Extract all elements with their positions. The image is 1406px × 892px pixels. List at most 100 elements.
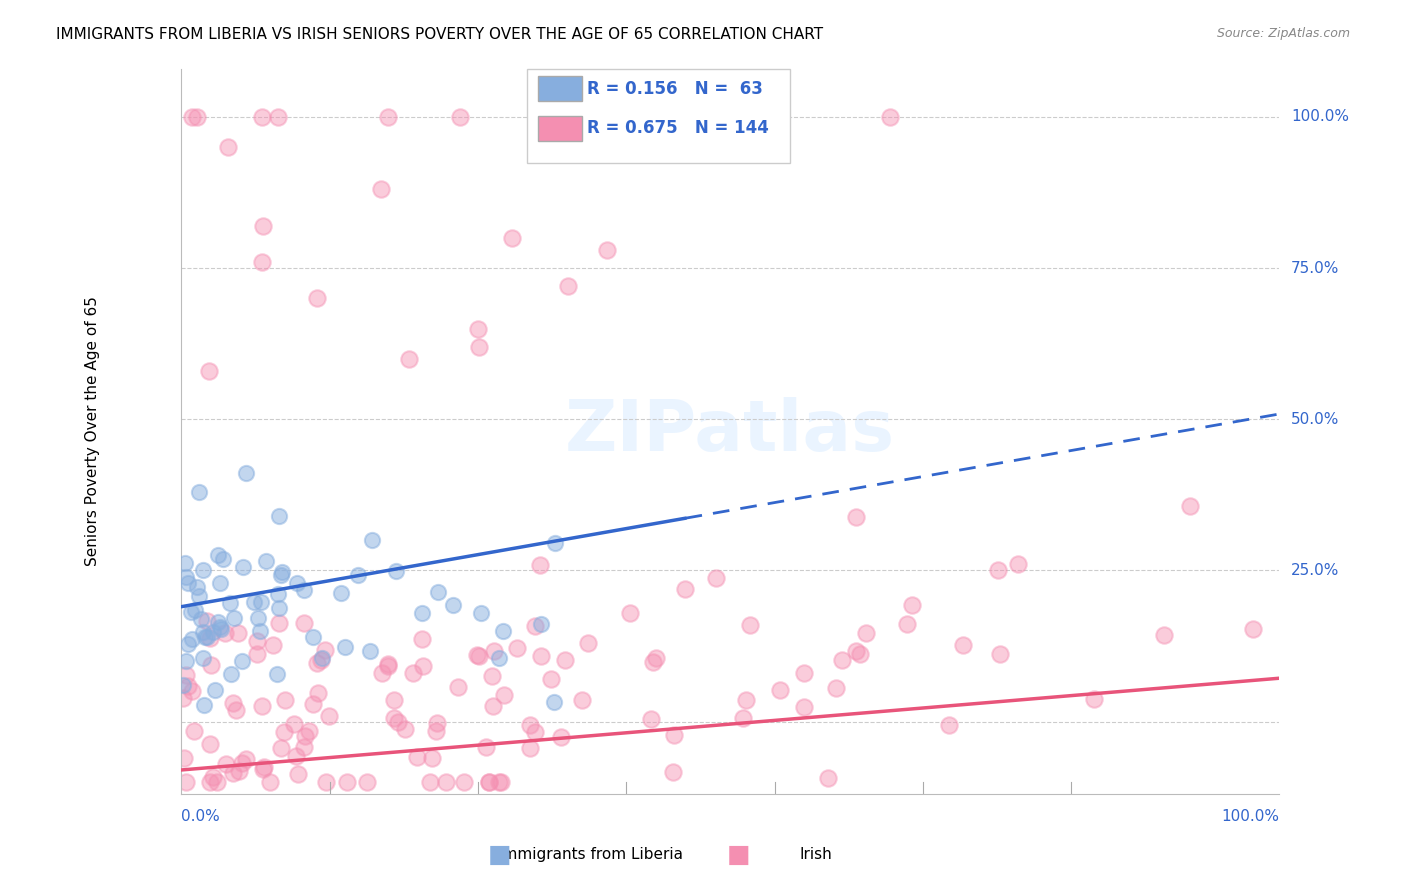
Point bbox=[226, 625, 249, 640]
Text: 100.0%: 100.0% bbox=[1220, 809, 1279, 824]
Point bbox=[250, 255, 273, 269]
Text: Immigrants from Liberia: Immigrants from Liberia bbox=[498, 847, 683, 862]
Point bbox=[1083, 691, 1105, 706]
Point bbox=[402, 665, 425, 680]
Point bbox=[252, 110, 274, 124]
Point bbox=[176, 576, 198, 591]
Point bbox=[731, 710, 754, 724]
Point bbox=[524, 619, 547, 633]
Point bbox=[825, 681, 848, 695]
Point bbox=[530, 648, 553, 663]
Point bbox=[952, 638, 974, 652]
Point bbox=[938, 717, 960, 731]
Text: Seniors Poverty Over the Age of 65: Seniors Poverty Over the Age of 65 bbox=[84, 296, 100, 566]
Point bbox=[249, 624, 271, 638]
Text: Source: ZipAtlas.com: Source: ZipAtlas.com bbox=[1216, 27, 1350, 40]
Point bbox=[259, 775, 281, 789]
Point bbox=[420, 750, 443, 764]
Point bbox=[191, 563, 214, 577]
Point bbox=[198, 364, 221, 378]
Point bbox=[576, 636, 599, 650]
Point bbox=[307, 656, 329, 670]
Point bbox=[411, 632, 433, 646]
Point bbox=[662, 728, 685, 742]
Point bbox=[247, 611, 270, 625]
Point bbox=[377, 110, 399, 124]
Point bbox=[249, 595, 271, 609]
Point bbox=[849, 647, 872, 661]
Text: 75.0%: 75.0% bbox=[1291, 260, 1340, 276]
Point bbox=[231, 756, 253, 770]
Point bbox=[307, 685, 329, 699]
Point bbox=[217, 140, 239, 154]
Point bbox=[481, 698, 503, 713]
Point bbox=[181, 684, 204, 698]
Point bbox=[675, 582, 697, 596]
Point bbox=[468, 340, 491, 354]
Point bbox=[219, 596, 242, 610]
Point bbox=[793, 700, 815, 714]
Point bbox=[287, 767, 309, 781]
Point bbox=[200, 658, 222, 673]
Point bbox=[190, 612, 212, 626]
Point bbox=[411, 606, 433, 620]
Point bbox=[174, 654, 197, 668]
Point bbox=[557, 279, 579, 293]
Point bbox=[186, 580, 208, 594]
Point bbox=[529, 558, 551, 572]
Point bbox=[1180, 499, 1202, 513]
Point bbox=[855, 626, 877, 640]
Point bbox=[543, 695, 565, 709]
Point bbox=[270, 740, 292, 755]
Point bbox=[292, 740, 315, 755]
Point bbox=[443, 599, 465, 613]
Point bbox=[188, 484, 211, 499]
Point bbox=[793, 665, 815, 680]
Point bbox=[174, 775, 197, 789]
Point bbox=[641, 656, 664, 670]
Point bbox=[412, 658, 434, 673]
Text: R = 0.675   N = 144: R = 0.675 N = 144 bbox=[588, 119, 769, 137]
Point bbox=[246, 634, 269, 648]
Point bbox=[361, 533, 384, 548]
Point bbox=[307, 291, 329, 305]
Point bbox=[195, 614, 218, 628]
Text: ZIPatlas: ZIPatlas bbox=[565, 397, 896, 466]
Point bbox=[425, 724, 447, 739]
Point bbox=[294, 729, 316, 743]
Point bbox=[377, 657, 399, 671]
Point bbox=[845, 644, 868, 658]
Point bbox=[245, 647, 267, 661]
Point bbox=[183, 723, 205, 738]
Point bbox=[406, 750, 429, 764]
Point bbox=[204, 682, 226, 697]
Point bbox=[228, 764, 250, 778]
Point bbox=[467, 321, 489, 335]
Point bbox=[491, 775, 513, 789]
Point bbox=[267, 587, 290, 601]
Point bbox=[173, 557, 195, 571]
Point bbox=[817, 771, 839, 785]
Point bbox=[1007, 557, 1029, 571]
Point bbox=[704, 571, 727, 585]
Point bbox=[475, 740, 498, 755]
Point bbox=[173, 751, 195, 765]
Point bbox=[191, 625, 214, 640]
Bar bbox=[538, 76, 582, 101]
Point bbox=[285, 576, 308, 591]
Point bbox=[619, 606, 641, 620]
Point bbox=[467, 648, 489, 663]
Point bbox=[297, 723, 319, 738]
Point bbox=[267, 615, 290, 630]
Point bbox=[235, 752, 257, 766]
Point bbox=[232, 560, 254, 574]
Point bbox=[494, 688, 516, 702]
Point bbox=[205, 775, 228, 789]
Text: Irish: Irish bbox=[799, 847, 832, 862]
Point bbox=[181, 632, 204, 646]
Point bbox=[273, 693, 295, 707]
Point bbox=[986, 563, 1008, 577]
Bar bbox=[538, 116, 582, 141]
Point bbox=[356, 775, 378, 789]
Point bbox=[571, 692, 593, 706]
